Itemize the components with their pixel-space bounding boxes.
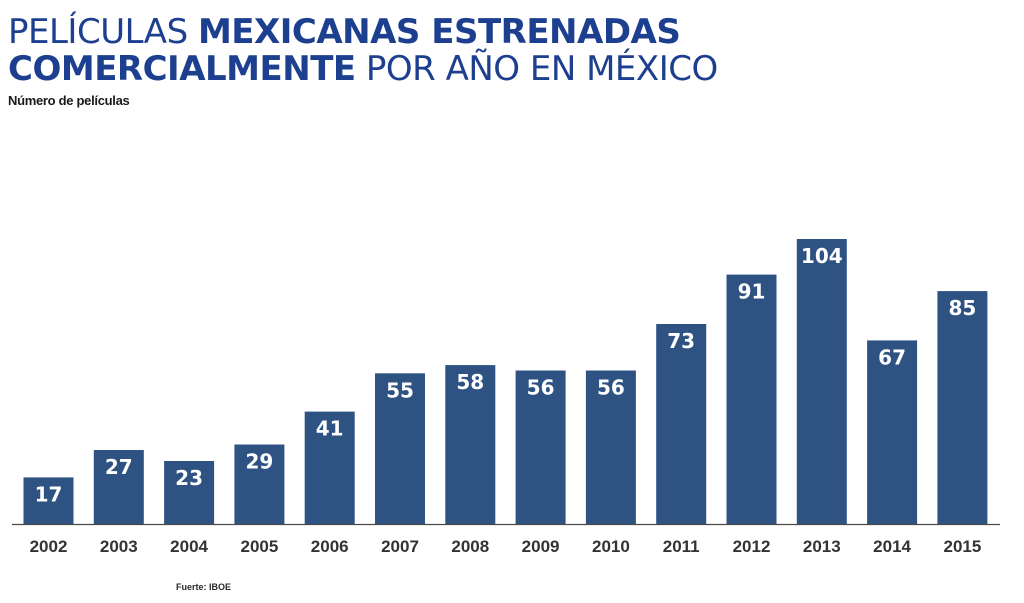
bar-value-label-2003: 27 <box>105 455 133 479</box>
title-part-4: POR AÑO EN MÉXICO <box>355 49 718 89</box>
bar-2015 <box>937 291 988 524</box>
chart-title: PELÍCULAS MEXICANAS ESTRENADAS COMERCIALM… <box>8 14 718 88</box>
bar-2007 <box>375 373 425 524</box>
bar-value-label-2015: 85 <box>948 296 976 320</box>
x-tick-label-2006: 2006 <box>311 537 349 556</box>
y-axis-label: Número de películas <box>8 93 130 108</box>
bar-value-label-2013: 104 <box>801 244 843 268</box>
x-tick-labels-group: 2002 2003 2004 2005 2006 2007 2008 2009 2010 2011… <box>30 537 982 556</box>
bar-labels-group: 17 27 23 29 41 55 58 56 56 73 91 104 67 85 <box>35 244 977 506</box>
x-tick-label-2003: 2003 <box>100 537 138 556</box>
bar-value-label-2006: 41 <box>316 417 344 441</box>
bar-2011 <box>656 324 707 524</box>
bar-value-label-2005: 29 <box>245 450 273 474</box>
bar-value-label-2011: 73 <box>667 329 695 353</box>
bar-2013 <box>796 239 847 524</box>
bar-2005 <box>234 444 285 524</box>
bar-2002 <box>23 477 74 524</box>
x-tick-label-2007: 2007 <box>381 537 419 556</box>
bar-2004 <box>164 461 215 524</box>
x-tick-label-2009: 2009 <box>522 537 560 556</box>
bar-2012 <box>726 274 777 524</box>
bar-value-label-2004: 23 <box>175 466 203 490</box>
x-tick-label-2014: 2014 <box>873 537 911 556</box>
bar-2014 <box>867 340 918 524</box>
bar-value-label-2012: 91 <box>738 280 766 304</box>
title-part-3: COMERCIALMENTE <box>8 49 356 89</box>
bar-value-label-2002: 17 <box>35 482 63 506</box>
title-part-1: PELÍCULAS <box>8 12 198 52</box>
x-tick-label-2002: 2002 <box>30 537 68 556</box>
title-part-2: MEXICANAS ESTRENADAS <box>197 12 681 52</box>
bar-value-label-2007: 55 <box>386 378 414 402</box>
bars-group <box>23 239 988 524</box>
source-note: Fuerte: IBOE <box>176 582 232 592</box>
x-tick-label-2010: 2010 <box>592 537 630 556</box>
bar-value-label-2014: 67 <box>878 345 906 369</box>
bar-value-label-2008: 58 <box>456 370 484 394</box>
x-tick-label-2015: 2015 <box>943 537 981 556</box>
bar-2009 <box>515 370 566 524</box>
x-tick-label-2013: 2013 <box>803 537 841 556</box>
bar-value-label-2009: 56 <box>527 376 555 400</box>
x-tick-label-2012: 2012 <box>733 537 771 556</box>
x-tick-label-2011: 2011 <box>663 537 700 556</box>
bar-2008 <box>445 365 496 524</box>
x-tick-label-2008: 2008 <box>451 537 489 556</box>
bar-2006 <box>304 411 355 524</box>
bar-value-label-2010: 56 <box>597 376 625 400</box>
bar-2003 <box>93 450 144 524</box>
x-tick-label-2004: 2004 <box>170 537 208 556</box>
x-tick-label-2005: 2005 <box>240 537 278 556</box>
bar-2010 <box>585 370 636 524</box>
